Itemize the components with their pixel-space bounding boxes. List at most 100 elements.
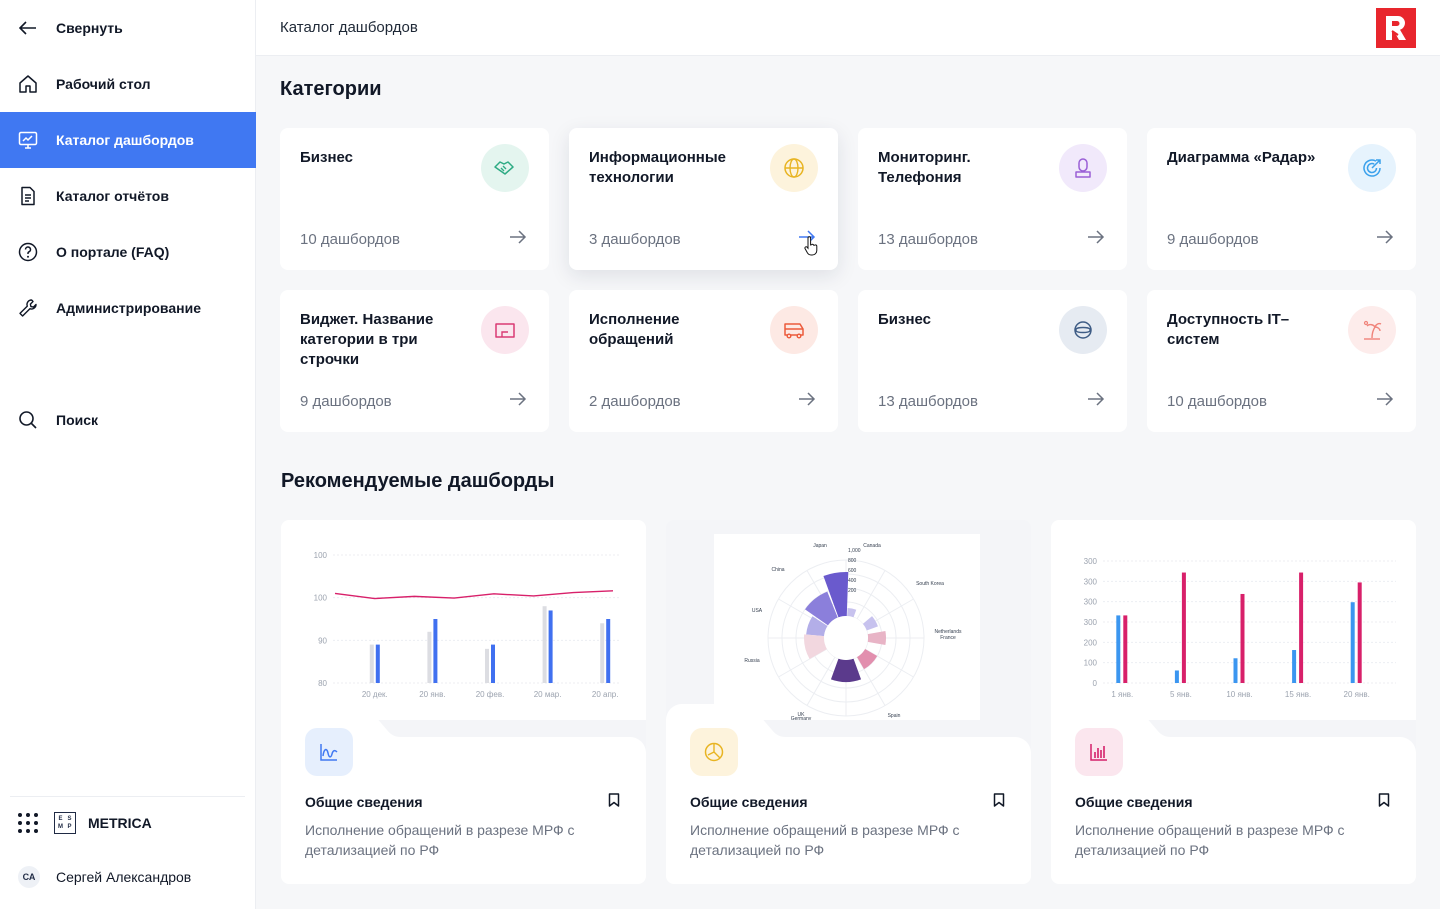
sidebar-item-reports[interactable]: Каталог отчётов <box>0 168 256 224</box>
avatar: СА <box>18 866 40 888</box>
radar-label: Netherlands <box>935 629 962 635</box>
dashboard-description: Исполнение обращений в разрезе МРФ с дет… <box>690 822 960 858</box>
sidebar-item-desktop[interactable]: Рабочий стол <box>0 56 256 112</box>
radar-segment <box>806 616 828 637</box>
bar <box>1299 572 1304 683</box>
y-tick-label: 200 <box>1084 638 1098 647</box>
document-icon <box>18 186 38 206</box>
category-card-monitoring[interactable]: Мониторинг. Телефония 13 дашбордов <box>858 128 1127 270</box>
dashboard-title: Общие сведения <box>1075 794 1193 810</box>
arrow-right-icon <box>510 392 527 406</box>
dashboard-description: Исполнение обращений в разрезе МРФ с дет… <box>1075 822 1345 858</box>
radar-tick: 800 <box>848 558 857 564</box>
x-tick-label: 15 янв. <box>1285 690 1311 699</box>
sidebar-item-admin[interactable]: Администрирование <box>0 280 256 336</box>
sidebar-item-faq[interactable]: О портале (FAQ) <box>0 224 256 280</box>
bar <box>427 631 432 683</box>
sidebar-item-label: Рабочий стол <box>56 76 151 92</box>
x-tick-label: 10 янв. <box>1226 690 1252 699</box>
x-tick-label: 20 янв. <box>419 690 445 699</box>
search-icon <box>18 410 38 430</box>
category-card-radar[interactable]: Диаграмма «Радар» 9 дашбордов <box>1147 128 1416 270</box>
dashboard-card-body: Общие сведения Исполнение обращений в ра… <box>281 704 646 884</box>
line-bar-chart: 100 100 90 80 20 дек. 20 янв. 20 фев. 20 мар. 20… <box>281 520 646 720</box>
y-tick-label: 100 <box>1084 659 1098 668</box>
bar <box>1233 658 1238 683</box>
chart-background <box>281 520 646 720</box>
radar-label: USA <box>752 608 763 614</box>
radar-label: South Korea <box>916 581 944 587</box>
series-line <box>334 590 614 600</box>
category-card-business-2[interactable]: Бизнес 13 дашбордов <box>858 290 1127 432</box>
bar <box>485 648 489 683</box>
x-tick-label: 1 янв. <box>1111 690 1133 699</box>
bookmark-icon[interactable] <box>1378 793 1390 807</box>
x-tick-label: 20 апр. <box>592 690 619 699</box>
radar-label: Spain <box>888 713 901 719</box>
category-title: Исполнение обращений <box>589 311 680 348</box>
hand-cursor-icon <box>804 236 818 256</box>
dashboard-card[interactable]: 100 100 90 80 20 дек. 20 янв. 20 фев. 20 мар. 20… <box>281 520 646 884</box>
radar-segment <box>823 572 849 618</box>
sidebar-item-dashboards[interactable]: Каталог дашбордов <box>0 112 256 168</box>
radar-icon <box>1348 144 1396 192</box>
radar-segment <box>805 591 838 626</box>
radar-label: Germany <box>791 716 812 720</box>
category-card-it[interactable]: Информационные технологии 3 дашбордов <box>569 128 838 270</box>
bar-chart: 300 300 300 300 200 100 0 1 янв. 5 янв. 10 янв. 15… <box>1051 520 1416 720</box>
category-card-widget[interactable]: Виджет. Название категории в три строчки… <box>280 290 549 432</box>
bar-chart-icon <box>1075 728 1123 776</box>
dashboard-description: Исполнение обращений в разрезе МРФ с дет… <box>305 822 575 858</box>
radar-segment <box>804 634 827 659</box>
dashboard-icon <box>18 130 38 150</box>
radar-hole <box>824 616 868 660</box>
sidebar-item-label: Каталог дашбордов <box>56 132 194 148</box>
category-card-requests[interactable]: Исполнение обращений 2 дашбордов <box>569 290 838 432</box>
globe-icon <box>770 144 818 192</box>
y-tick-label: 100 <box>314 594 328 603</box>
app-name: METRICA <box>88 815 152 831</box>
y-tick-label: 300 <box>1084 618 1098 627</box>
y-tick-label: 80 <box>318 679 327 688</box>
collapse-label: Свернуть <box>56 20 123 36</box>
arrow-right-icon <box>1088 230 1105 244</box>
bar <box>1174 670 1179 683</box>
user-name: Сергей Александров <box>56 869 192 885</box>
bus-icon <box>770 306 818 354</box>
category-count: 13 дашбордов <box>878 231 978 248</box>
radar-label: France <box>940 635 956 641</box>
category-title: Мониторинг. Телефония <box>878 149 971 186</box>
brand-logo[interactable] <box>1376 8 1416 48</box>
category-count: 9 дашбордов <box>1167 231 1259 248</box>
x-tick-label: 20 янв. <box>1344 690 1370 699</box>
bookmark-icon[interactable] <box>608 793 620 807</box>
bookmark-icon[interactable] <box>993 793 1005 807</box>
folder-icon <box>481 306 529 354</box>
radar-segment <box>847 608 857 618</box>
dashboard-card[interactable]: Japan Canada South Korea Netherlands France S… <box>666 520 1031 884</box>
home-icon <box>18 74 38 94</box>
arrow-right-icon <box>1377 230 1394 244</box>
category-card-business[interactable]: Бизнес 10 дашбордов <box>280 128 549 270</box>
category-title: Информационные технологии <box>589 149 727 186</box>
dashboard-card[interactable]: 300 300 300 300 200 100 0 1 янв. 5 янв. 10 янв. 15… <box>1051 520 1416 884</box>
x-tick-label: 5 янв. <box>1170 690 1192 699</box>
category-card-availability[interactable]: Доступность IT–систем 10 дашбордов <box>1147 290 1416 432</box>
bar <box>548 610 553 683</box>
sidebar-item-label: Администрирование <box>56 300 201 316</box>
x-tick-label: 20 дек. <box>362 690 388 699</box>
apps-grid-icon <box>18 813 38 833</box>
sidebar-search[interactable]: Поиск <box>0 392 256 448</box>
bar <box>491 644 495 683</box>
radar-segment <box>862 616 878 631</box>
wrench-icon <box>18 298 38 318</box>
radar-tick: 1,000 <box>848 548 861 554</box>
y-tick-label: 300 <box>1084 598 1098 607</box>
radar-label: Russia <box>744 658 760 664</box>
collapse-button[interactable]: Свернуть <box>0 0 256 56</box>
arrow-left-icon <box>18 18 38 38</box>
user-profile[interactable]: СА Сергей Александров <box>18 866 191 888</box>
